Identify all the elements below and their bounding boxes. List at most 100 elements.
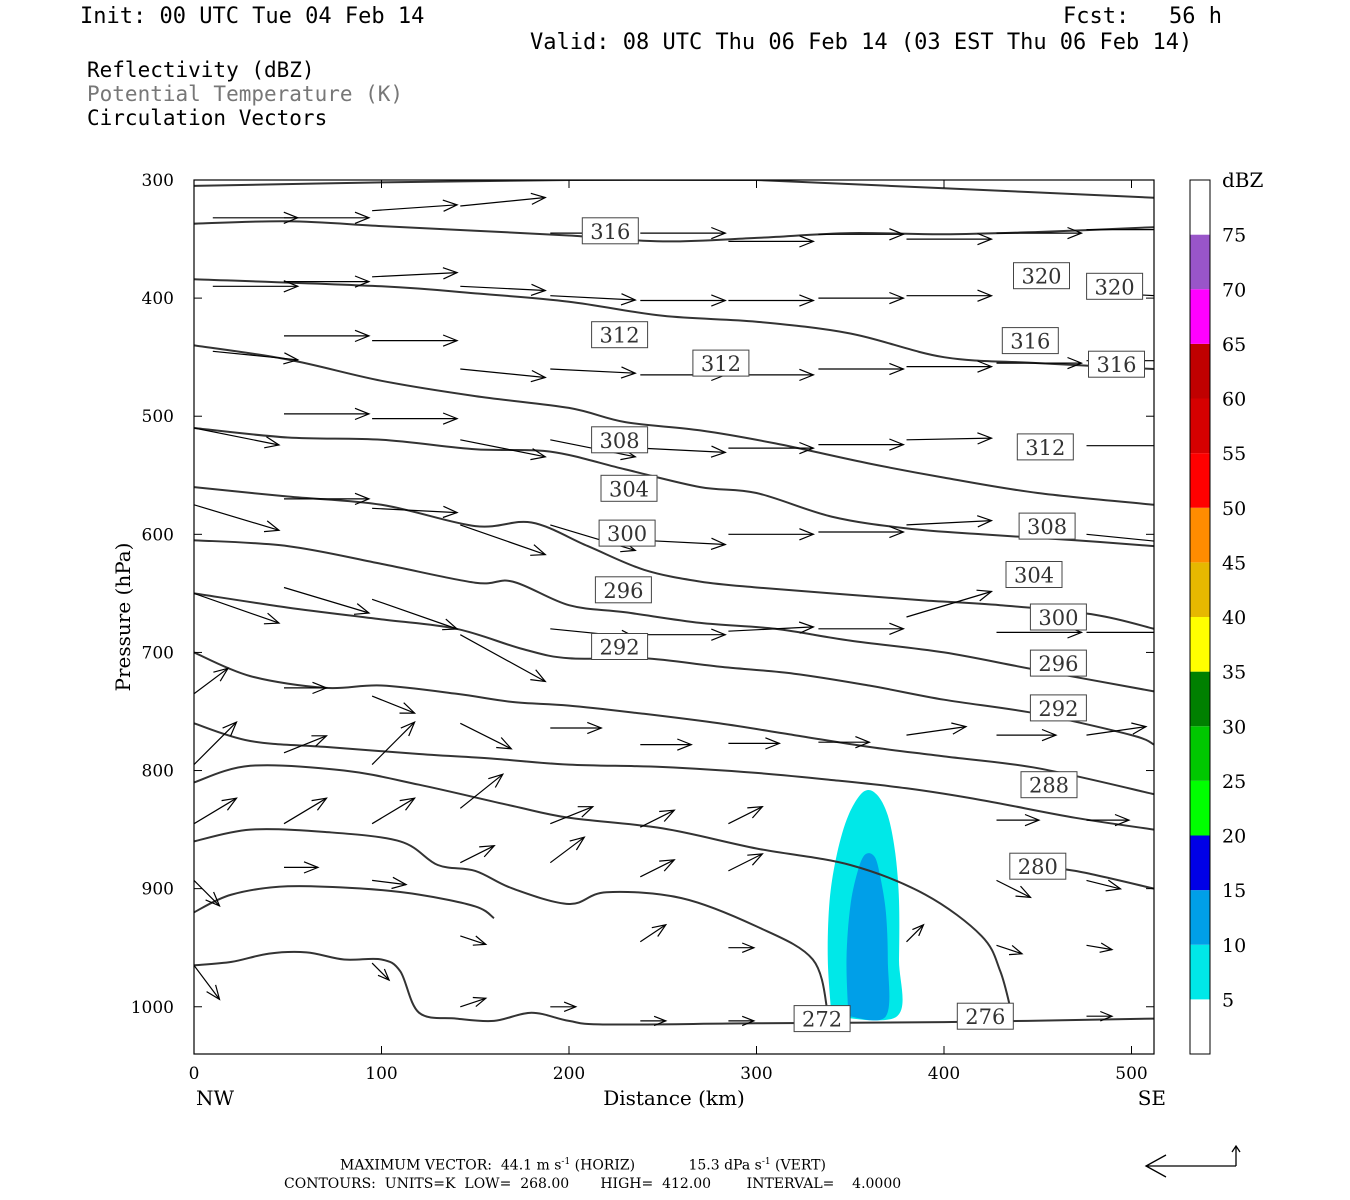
x-tick-label-5: 500 (1115, 1064, 1147, 1084)
vector-head-80 (747, 805, 764, 819)
vector-head-66 (496, 737, 513, 750)
x-right-end-label: SE (1138, 1086, 1166, 1110)
contour-label-box-4 (692, 349, 750, 377)
vector-head-105 (653, 1015, 668, 1027)
colorbar-label-12: 65 (1222, 334, 1246, 356)
vector-head-83 (221, 797, 238, 811)
contour-label-box-16 (1029, 649, 1087, 677)
vector-arrow-34 (372, 412, 459, 425)
contour-label-box-12 (594, 576, 652, 604)
vector-arrow-85 (371, 797, 416, 825)
contour-label-text-11: 308 (1027, 515, 1067, 539)
vector-head-39 (889, 438, 906, 451)
contour-label-5: 316 (1001, 327, 1059, 355)
vector-arrow-103 (460, 996, 488, 1008)
x-tick-label-0: 0 (189, 1064, 200, 1084)
vector-shaft-76 (371, 721, 416, 766)
y-tick-label-2: 500 (142, 407, 174, 427)
vector-arrow-15 (550, 293, 637, 306)
vector-head-10 (1158, 224, 1172, 235)
vector-shaft-75 (283, 735, 327, 754)
contour-label-box-9 (600, 474, 658, 502)
vector-head-23 (442, 334, 459, 347)
vector-arrow-54 (371, 598, 459, 631)
vector-shaft-66 (460, 722, 512, 750)
vector-shaft-87 (549, 836, 585, 864)
vector-shaft-13 (372, 272, 458, 278)
vector-head-31 (1158, 355, 1172, 366)
vector-head-86 (479, 844, 496, 858)
vector-arrow-95 (460, 935, 488, 946)
contour-label-text-4: 312 (701, 352, 741, 376)
vector-head-92 (205, 891, 221, 908)
vector-shaft-89 (728, 853, 763, 872)
vector-shaft-58 (728, 626, 814, 632)
contour-label-box-7 (591, 426, 649, 454)
vector-head-63 (213, 667, 230, 682)
contour-label-box-14 (1029, 603, 1087, 631)
vector-arrow-58 (728, 621, 816, 634)
x-left-end-label: NW (196, 1086, 235, 1110)
vector-head-103 (472, 996, 488, 1008)
vector-arrow-43 (284, 492, 371, 506)
colorbar-segment-9 (1190, 453, 1210, 508)
contour-label-text-18: 288 (1029, 774, 1069, 798)
vector-head-62 (1158, 627, 1172, 638)
vector-arrow-98 (906, 923, 925, 943)
vector-arrow-1 (284, 211, 371, 224)
contour-label-box-20 (793, 1005, 851, 1033)
theta-contour-6 (194, 486, 1154, 630)
vector-arrow-9 (996, 226, 1084, 240)
colorbar-segment-5 (1190, 671, 1210, 727)
colorbar-segment-6 (1190, 617, 1210, 672)
vector-shaft-53 (283, 586, 370, 614)
vector-head-67 (587, 721, 603, 735)
vector-shaft-86 (460, 845, 495, 864)
vector-arrow-39 (818, 438, 906, 451)
x-tick-label-3: 300 (740, 1064, 772, 1084)
vector-head-70 (855, 736, 872, 749)
colorbar-label-13: 70 (1222, 279, 1246, 301)
theta-contour-2 (194, 220, 1154, 243)
vector-head-54 (442, 618, 459, 631)
vector-arrow-55 (460, 634, 547, 683)
y-tick-label-5: 800 (142, 762, 174, 782)
x-tick-label-4: 400 (928, 1064, 960, 1084)
y-tick-label-4: 700 (142, 643, 174, 663)
vector-head-84 (311, 797, 328, 811)
colorbar-segment-4 (1190, 726, 1210, 781)
vector-arrow-63 (194, 667, 230, 695)
vector-head-3 (530, 192, 547, 205)
colorbar-segment-10 (1190, 398, 1210, 454)
vector-shaft-103 (460, 997, 486, 1008)
vector-shaft-52 (194, 592, 280, 624)
vector-arrow-24 (460, 368, 547, 383)
vector-shaft-78 (550, 806, 594, 825)
vector-arrow-48 (728, 528, 816, 541)
vector-arrow-79 (640, 809, 676, 828)
vector-shaft-77 (459, 773, 504, 809)
vector-shaft-21 (212, 350, 298, 361)
vector-arrow-72 (996, 728, 1058, 742)
vector-shaft-85 (371, 797, 415, 825)
vector-arrow-19 (906, 289, 994, 302)
vector-head-89 (747, 853, 764, 866)
colorbar-segment-1 (1190, 890, 1210, 945)
vector-arrow-16 (640, 294, 727, 307)
vector-shaft-65 (371, 695, 415, 714)
contour-label-box-3 (591, 321, 649, 349)
vector-arrow-40 (906, 432, 994, 445)
colorbar-label-1: 10 (1222, 935, 1246, 957)
theta-contours (194, 180, 1154, 1026)
contour-label-text-21: 276 (965, 1005, 1005, 1029)
vector-head-93 (303, 861, 320, 874)
colorbar-label-9: 50 (1222, 498, 1246, 520)
contour-label-20: 272 (793, 1005, 851, 1033)
vector-head-1 (354, 211, 371, 224)
colorbar-label-4: 25 (1222, 771, 1246, 793)
vector-head-99 (1008, 944, 1024, 956)
contour-label-16: 296 (1029, 649, 1087, 677)
theta-contour-11 (194, 764, 1013, 1013)
colorbar-label-6: 35 (1222, 662, 1246, 684)
x-tick-label-2: 200 (553, 1064, 585, 1084)
